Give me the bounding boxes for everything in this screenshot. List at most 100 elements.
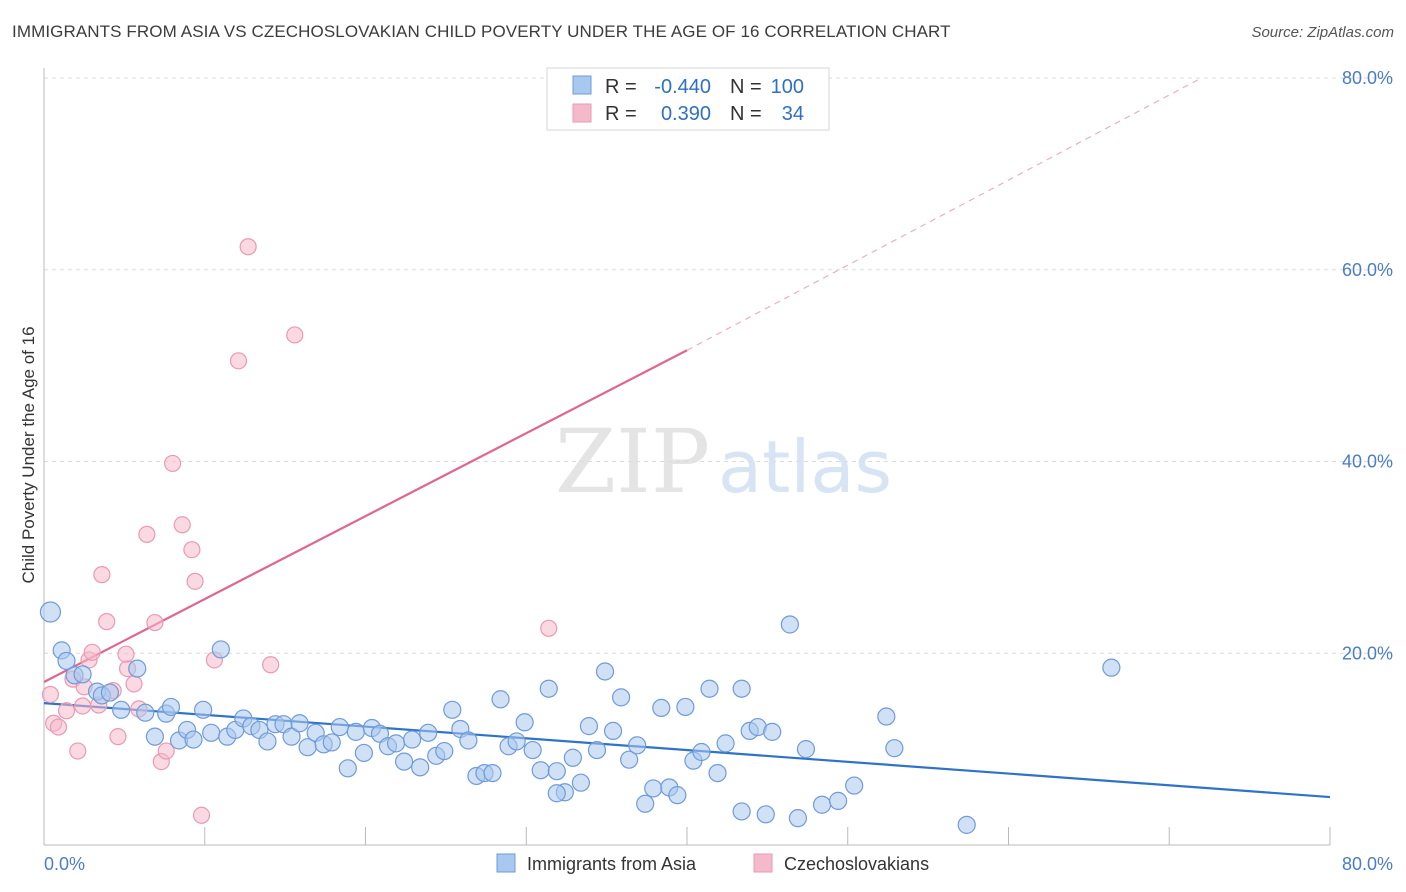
point-immigrants-from-asia [796, 740, 816, 759]
point-immigrants-from-asia [829, 791, 848, 810]
point-czechoslovakians [73, 697, 92, 715]
point-immigrants-from-asia [547, 762, 566, 781]
point-immigrants-from-asia [603, 721, 623, 741]
point-czechoslovakians [69, 742, 87, 760]
y-axis-label: Child Poverty Under the Age of 16 [19, 326, 38, 583]
point-immigrants-from-asia [700, 679, 719, 698]
trend-extension-czech [686, 77, 1202, 351]
point-immigrants-from-asia [411, 758, 430, 777]
point-czechoslovakians [83, 643, 101, 661]
point-immigrants-from-asia [547, 784, 566, 803]
legend-n-label-2: N = [730, 103, 762, 125]
series-legend: Immigrants from Asia Czechoslovakians [496, 853, 929, 874]
tick-labels: 20.0% 40.0% 60.0% 80.0% 0.0% 80.0% [44, 68, 1393, 874]
point-immigrants-from-asia [483, 763, 502, 783]
axes [43, 68, 1331, 846]
point-immigrants-from-asia [202, 723, 221, 742]
asia-points [39, 601, 1121, 834]
y-tick-label: 80.0% [1342, 68, 1393, 88]
point-immigrants-from-asia [611, 688, 631, 707]
point-czechoslovakians [239, 238, 257, 256]
point-immigrants-from-asia [354, 743, 373, 763]
point-immigrants-from-asia [128, 659, 147, 678]
point-immigrants-from-asia [211, 640, 230, 659]
point-immigrants-from-asia [845, 776, 864, 795]
point-immigrants-from-asia [491, 690, 510, 709]
legend-r-value-1: -0.440 [654, 76, 711, 98]
point-immigrants-from-asia [290, 714, 309, 733]
point-immigrants-from-asia [732, 679, 751, 698]
point-czechoslovakians [57, 702, 76, 720]
point-immigrants-from-asia [346, 722, 365, 741]
legend-n-value-2: 34 [782, 103, 804, 125]
point-czechoslovakians [183, 541, 201, 559]
legend-r-label-1: R = [605, 76, 637, 98]
point-czechoslovakians [540, 619, 558, 637]
point-immigrants-from-asia [394, 752, 414, 771]
point-immigrants-from-asia [184, 730, 203, 749]
stats-legend: R = -0.440 N = 100 R = 0.390 N = 34 [546, 67, 830, 131]
point-czechoslovakians [286, 326, 304, 344]
chart-title: IMMIGRANTS FROM ASIA VS CZECHOSLOVAKIAN … [12, 22, 951, 41]
point-czechoslovakians [93, 566, 111, 584]
point-czechoslovakians [186, 572, 204, 590]
point-immigrants-from-asia [636, 794, 655, 813]
point-immigrants-from-asia [788, 809, 808, 828]
point-immigrants-from-asia [507, 732, 526, 751]
trend-line-asia [43, 702, 1331, 799]
point-immigrants-from-asia [708, 763, 727, 783]
point-immigrants-from-asia [676, 697, 695, 717]
point-immigrants-from-asia [322, 733, 341, 752]
point-czechoslovakians [173, 516, 191, 534]
point-czechoslovakians [98, 613, 116, 631]
point-immigrants-from-asia [692, 742, 711, 762]
point-immigrants-from-asia [435, 741, 454, 761]
point-czechoslovakians [164, 454, 182, 473]
point-czechoslovakians [229, 352, 248, 370]
point-immigrants-from-asia [716, 734, 735, 753]
point-immigrants-from-asia [957, 815, 976, 834]
point-immigrants-from-asia [668, 786, 687, 805]
point-immigrants-from-asia [571, 773, 591, 792]
point-immigrants-from-asia [587, 740, 607, 760]
y-tick-label: 60.0% [1342, 260, 1393, 280]
point-immigrants-from-asia [403, 730, 422, 749]
y-tick-label: 20.0% [1342, 643, 1393, 663]
point-czechoslovakians [117, 645, 135, 663]
legend-swatch-pink [572, 103, 592, 123]
point-czechoslovakians [41, 685, 60, 704]
point-immigrants-from-asia [1102, 658, 1121, 677]
x-tick-label-max: 80.0% [1342, 854, 1393, 874]
watermark-atlas: atlas [718, 425, 892, 509]
point-immigrants-from-asia [628, 736, 647, 755]
point-immigrants-from-asia [780, 615, 799, 634]
point-czechoslovakians [146, 613, 164, 632]
point-immigrants-from-asia [732, 802, 751, 821]
point-czechoslovakians [262, 656, 280, 674]
point-czechoslovakians [192, 806, 211, 824]
point-immigrants-from-asia [539, 679, 558, 698]
point-immigrants-from-asia [338, 759, 357, 778]
point-immigrants-from-asia [282, 727, 301, 746]
point-immigrants-from-asia [258, 732, 277, 751]
point-czechoslovakians [125, 675, 143, 693]
point-czechoslovakians [49, 718, 68, 736]
legend-n-value-1: 100 [771, 76, 804, 98]
point-czechoslovakians [138, 525, 156, 543]
point-immigrants-from-asia [443, 700, 462, 719]
grid-lines [44, 77, 1392, 654]
point-immigrants-from-asia [145, 727, 165, 746]
series-legend-label-asia: Immigrants from Asia [527, 854, 697, 874]
series-legend-swatch-czech [753, 853, 773, 873]
point-immigrants-from-asia [620, 750, 639, 769]
point-immigrants-from-asia [419, 723, 438, 742]
y-tick-label: 40.0% [1342, 452, 1393, 472]
point-immigrants-from-asia [531, 761, 550, 780]
x-tick-label-min: 0.0% [44, 854, 85, 874]
point-immigrants-from-asia [73, 665, 92, 684]
point-immigrants-from-asia [386, 734, 406, 753]
legend-r-value-2: 0.390 [661, 103, 711, 125]
point-immigrants-from-asia [812, 795, 832, 814]
point-immigrants-from-asia [877, 707, 896, 726]
